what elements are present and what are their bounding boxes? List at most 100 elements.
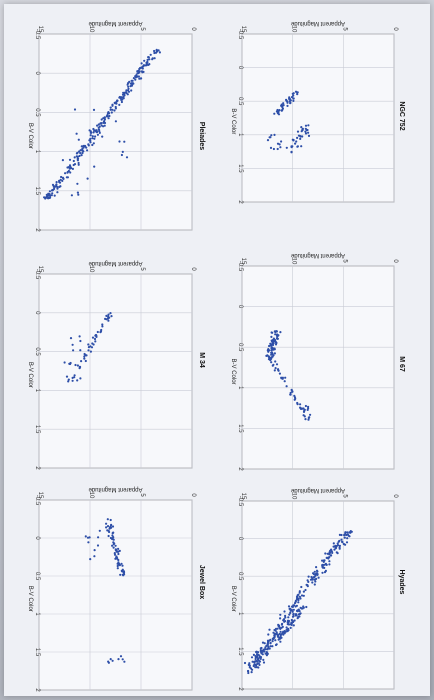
data-point bbox=[87, 541, 90, 544]
data-point bbox=[104, 317, 107, 320]
data-point bbox=[121, 573, 124, 576]
data-point bbox=[79, 365, 82, 369]
data-point bbox=[312, 573, 316, 576]
bv-tick-label: -0.5 bbox=[237, 29, 243, 40]
data-point bbox=[66, 166, 69, 169]
data-point bbox=[263, 642, 266, 645]
data-point bbox=[126, 93, 129, 96]
data-point bbox=[115, 550, 118, 553]
data-point bbox=[97, 126, 100, 129]
data-point bbox=[76, 191, 79, 194]
x-axis-label: B-V Color bbox=[27, 586, 33, 612]
data-point bbox=[130, 84, 134, 87]
data-point bbox=[328, 563, 331, 566]
data-point bbox=[273, 348, 276, 351]
data-point bbox=[296, 610, 299, 613]
data-point bbox=[273, 352, 276, 355]
data-point bbox=[70, 194, 73, 197]
data-point bbox=[270, 335, 273, 338]
data-point bbox=[117, 658, 120, 661]
data-point bbox=[346, 531, 349, 534]
data-point bbox=[341, 540, 344, 543]
data-point bbox=[92, 142, 95, 145]
data-point bbox=[127, 85, 130, 88]
data-point bbox=[69, 337, 73, 340]
data-point bbox=[289, 611, 292, 615]
chart-title: NGC 752 bbox=[398, 101, 405, 130]
data-point bbox=[89, 141, 92, 144]
bv-tick-label: 1.5 bbox=[237, 424, 243, 433]
data-point bbox=[313, 578, 316, 581]
data-point bbox=[291, 610, 294, 613]
chart-ngc752: -0.5 0 0.5 1 1.5 2 15 10 5 0 Apparent Magnitude B-V… bbox=[230, 20, 405, 204]
data-point bbox=[279, 331, 282, 334]
data-point bbox=[69, 165, 72, 168]
chart-title: M 34 bbox=[198, 352, 205, 368]
data-point bbox=[56, 191, 59, 194]
data-point bbox=[292, 612, 295, 616]
data-point bbox=[114, 107, 117, 110]
data-point bbox=[271, 640, 274, 643]
data-point bbox=[286, 104, 289, 107]
mag-tick-label: 5 bbox=[139, 493, 145, 497]
data-point bbox=[92, 131, 95, 134]
bv-tick-label: -0.5 bbox=[34, 269, 40, 280]
data-point bbox=[261, 641, 265, 644]
data-point bbox=[296, 145, 299, 148]
data-point bbox=[119, 97, 122, 100]
data-point bbox=[317, 576, 320, 579]
mag-tick-label: 10 bbox=[88, 266, 94, 273]
data-point bbox=[154, 51, 158, 54]
data-point bbox=[248, 664, 251, 667]
data-point bbox=[300, 594, 304, 597]
data-point bbox=[279, 627, 282, 631]
chart-title: Jewel Box bbox=[198, 565, 205, 599]
data-point bbox=[300, 130, 303, 133]
chart-m34: -0.5 0 0.5 1 1.5 2 15 10 5 0 Apparent Magnitude B-V… bbox=[27, 260, 205, 470]
data-point bbox=[102, 125, 105, 128]
data-point bbox=[259, 657, 262, 661]
data-point bbox=[83, 357, 86, 360]
data-point bbox=[78, 154, 81, 158]
data-point bbox=[267, 633, 270, 636]
data-point bbox=[123, 660, 126, 663]
data-point bbox=[61, 159, 64, 162]
bv-tick-label: 0 bbox=[237, 305, 243, 309]
data-point bbox=[153, 57, 156, 60]
data-point bbox=[278, 143, 281, 146]
bv-tick-label: 1 bbox=[237, 386, 243, 390]
bv-tick-label: 0.5 bbox=[237, 97, 243, 106]
data-point bbox=[84, 359, 87, 363]
chart-pleiades: -0.5 0 0.5 1 1.5 2 15 10 5 0 Apparent Magnitude B-V… bbox=[27, 20, 205, 232]
data-point bbox=[259, 647, 262, 650]
data-point bbox=[270, 134, 273, 137]
bv-tick-label: 1.5 bbox=[34, 187, 40, 196]
data-point bbox=[289, 623, 292, 626]
data-point bbox=[120, 98, 123, 101]
bv-tick-label: 0 bbox=[237, 66, 243, 70]
data-point bbox=[76, 157, 79, 161]
data-point bbox=[134, 78, 137, 81]
data-point bbox=[296, 136, 299, 139]
plot-frame bbox=[38, 499, 193, 691]
data-point bbox=[299, 403, 302, 406]
data-point bbox=[67, 169, 70, 173]
data-point bbox=[107, 117, 110, 120]
data-point bbox=[304, 132, 308, 135]
data-point bbox=[120, 100, 123, 104]
data-point bbox=[294, 600, 297, 604]
bv-tick-label: 2 bbox=[237, 687, 243, 691]
data-point bbox=[289, 393, 292, 396]
data-point bbox=[251, 668, 254, 671]
data-point bbox=[279, 633, 282, 637]
data-point bbox=[275, 631, 278, 634]
data-point bbox=[77, 193, 80, 196]
data-point bbox=[86, 149, 89, 152]
data-point bbox=[296, 93, 299, 96]
mag-tick-label: 10 bbox=[291, 258, 297, 265]
data-point bbox=[120, 153, 123, 157]
data-point bbox=[271, 343, 274, 346]
data-point bbox=[76, 364, 79, 367]
data-point bbox=[108, 530, 111, 534]
data-point bbox=[49, 196, 52, 199]
